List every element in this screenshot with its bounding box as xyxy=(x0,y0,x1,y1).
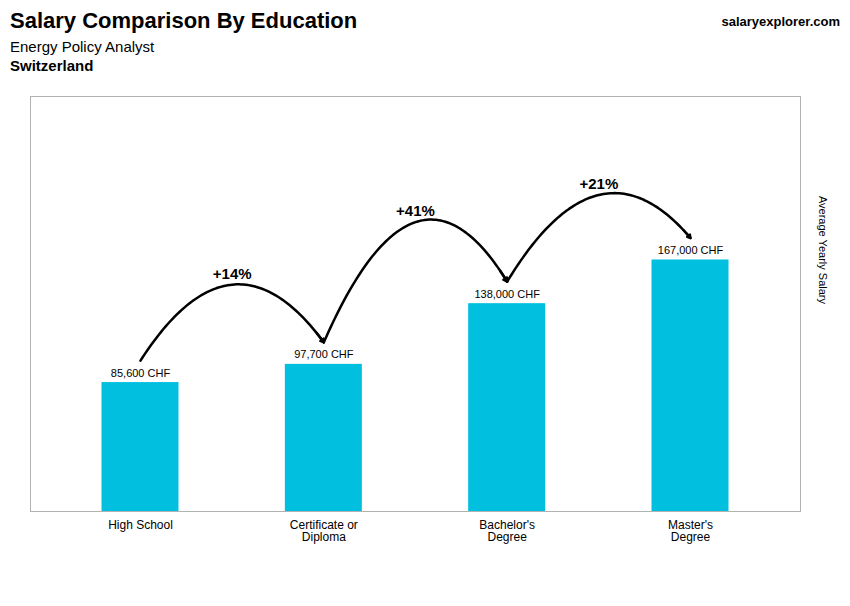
svg-text:167,000 CHF: 167,000 CHF xyxy=(658,244,724,256)
svg-text:138,000 CHF: 138,000 CHF xyxy=(474,288,540,300)
svg-text:Average Yearly Salary: Average Yearly Salary xyxy=(817,196,829,305)
html-text:salaryexplorer.com: salaryexplorer.com xyxy=(721,14,840,29)
svg-text:Certificate orDiploma: Certificate orDiploma xyxy=(290,518,358,544)
svg-text:Bachelor'sDegree: Bachelor'sDegree xyxy=(479,518,535,544)
svg-text:85,600 CHF: 85,600 CHF xyxy=(111,367,171,379)
svg-text:+21%: +21% xyxy=(579,175,618,192)
html-text:Switzerland: Switzerland xyxy=(10,57,94,74)
html-text:Energy Policy Analyst: Energy Policy Analyst xyxy=(10,38,155,55)
html-text:Salary Comparison By Education: Salary Comparison By Education xyxy=(10,8,358,33)
svg-text:+41%: +41% xyxy=(396,202,435,219)
svg-text:+14%: +14% xyxy=(213,265,252,282)
svg-text:Master'sDegree: Master'sDegree xyxy=(668,518,713,544)
svg-text:High School: High School xyxy=(108,518,173,532)
svg-text:97,700 CHF: 97,700 CHF xyxy=(294,348,354,360)
